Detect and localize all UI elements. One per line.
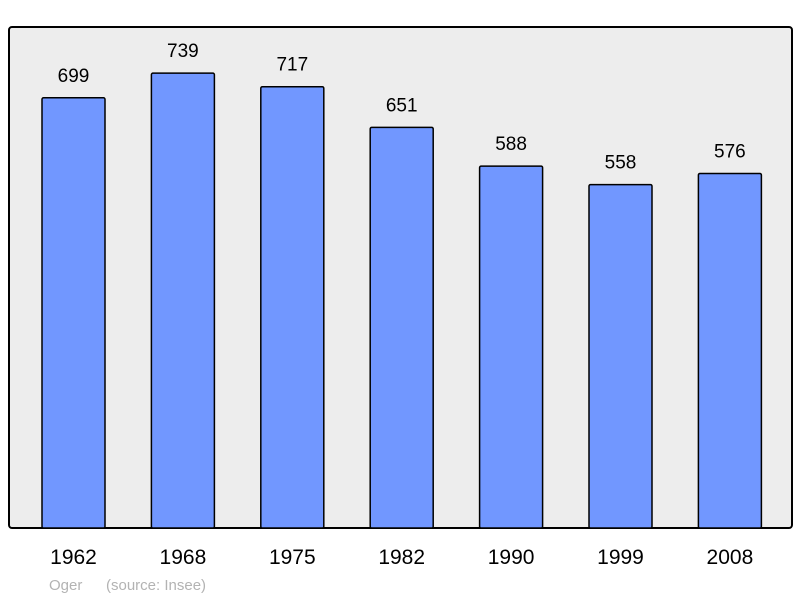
bar-1982 [369,126,434,529]
data-label-1982: 651 [386,95,418,116]
x-tick-1975: 1975 [269,546,316,569]
footer-place: Oger [49,577,82,594]
bar-1999 [588,183,653,529]
data-label-2008: 576 [714,141,746,162]
data-label-1975: 717 [276,55,308,76]
bar-1962 [41,97,106,529]
x-tick-2008: 2008 [707,546,754,569]
x-tick-1990: 1990 [488,546,535,569]
x-tick-1999: 1999 [597,546,644,569]
footer-source: (source: Insee) [106,577,206,594]
data-label-1990: 588 [495,134,527,155]
x-tick-1962: 1962 [50,546,97,569]
data-label-1999: 558 [605,153,637,174]
bar-1975 [260,85,325,529]
x-tick-1982: 1982 [378,546,425,569]
bar-1968 [150,72,216,529]
bar-1990 [478,165,544,529]
data-label-1962: 699 [58,66,90,87]
data-label-1968: 739 [167,41,199,62]
x-tick-1968: 1968 [160,546,207,569]
bar-2008 [697,172,763,529]
